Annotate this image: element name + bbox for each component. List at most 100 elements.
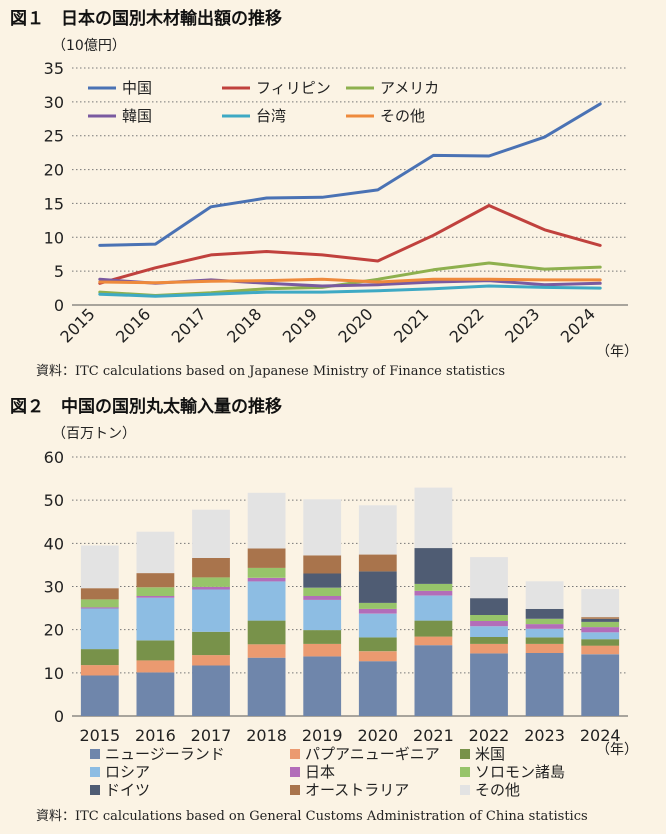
figure2-bar-segment-3 [192, 589, 230, 632]
figure2-y-tick-label: 0 [54, 707, 64, 726]
figure2-bar-segment-2 [525, 637, 564, 644]
figure2-bar-segment-4 [525, 624, 564, 629]
figure1-x-tick-label: 2024 [557, 304, 599, 346]
figure2-bar-segment-6 [470, 598, 508, 615]
figure2-bar-segment-5 [358, 602, 397, 609]
figure1-series [98, 102, 602, 298]
figure2-bar-segment-5 [192, 577, 230, 587]
figure2-bar-segment-0 [470, 653, 508, 716]
figure2-bar-segment-5 [136, 587, 175, 596]
figure2-legend-swatch [460, 749, 470, 759]
figure2-bar-segment-4 [414, 590, 453, 596]
figure1-legend-label: フィリピン [256, 79, 331, 97]
figure2-bar-segment-3 [358, 613, 397, 638]
figure1-legend-label: アメリカ [380, 79, 439, 97]
figure1-x-tick-label: 2022 [446, 304, 488, 346]
figure2-bar-segment-5 [581, 621, 620, 628]
figure2-bar-segment-7 [581, 617, 620, 619]
figure2-bar-segment-1 [525, 643, 564, 653]
figure2-x-ticks: 2015 2016 2017 2018 2019 2020 2021 2022 2023 2024 [79, 726, 620, 745]
figure2-bar-segment-8 [358, 505, 397, 555]
figure1-legend-label: 中国 [122, 79, 152, 97]
figure2-bar-segment-3 [136, 597, 175, 641]
figure1-x-unit: （年） [596, 344, 638, 360]
figure1-x-tick-label: 2020 [334, 304, 376, 346]
figure2-x-tick-label: 2015 [79, 726, 120, 745]
figure2-bar-segment-7 [358, 554, 397, 572]
figure2-bar-segment-7 [192, 558, 230, 578]
figure2-bar-segment-4 [247, 577, 286, 582]
figure2-bar-segment-6 [581, 618, 620, 622]
figure2-bar-segment-0 [303, 656, 342, 716]
figure1-legend-label: 韓国 [122, 107, 152, 125]
figure2-bar-segment-3 [80, 608, 119, 650]
figure2-bar-segment-4 [80, 607, 119, 609]
figure1-y-ticks: 0 5 10 15 20 25 30 35 [44, 59, 64, 315]
figure2-bar-segment-5 [525, 618, 564, 625]
figure2-bar-segment-1 [192, 655, 230, 666]
figure2-legend-swatch [290, 767, 300, 777]
figure2-legend-label: 米国 [475, 745, 505, 763]
figure2-legend-item: ソロモン諸島 [460, 763, 565, 781]
figure2-bar-segment-2 [192, 631, 230, 656]
figure2-x-tick-label: 2021 [413, 726, 454, 745]
figure2-bar-segment-2 [247, 620, 286, 645]
figure2-bar-segment-6 [414, 548, 453, 584]
figure1-y-tick-label: 15 [44, 194, 64, 213]
figure2-bar-segment-1 [136, 660, 175, 673]
figure2-bar-segment-3 [581, 632, 620, 640]
figure1-x-tick-label: 2016 [112, 304, 154, 346]
figure2-bar-segment-7 [247, 548, 286, 568]
figure2-bar-segment-2 [581, 639, 620, 646]
figure1-y-unit: （10億円） [52, 38, 126, 54]
figure2-bar-segment-2 [80, 649, 119, 666]
figure2-bar-segment-8 [80, 545, 119, 589]
figure2-bar-segment-0 [192, 665, 230, 716]
figure2-bar-segment-8 [192, 509, 230, 558]
figure2-bar-segment-4 [303, 596, 342, 600]
figure2-title: 図２ 中国の国別丸太輸入量の推移 [10, 396, 282, 417]
figure2-bar-segment-7 [303, 555, 342, 574]
figure1-x-tick-label: 2017 [168, 304, 210, 346]
figure1-source: 資料：ITC calculations based on Japanese Mi… [36, 364, 505, 379]
figure2-legend-label: 日本 [305, 763, 335, 781]
figure1-y-tick-label: 0 [54, 296, 64, 315]
figure2-bar-segment-3 [525, 628, 564, 638]
figure2-y-tick-label: 30 [44, 578, 64, 597]
figure1-legend-item: 中国 [88, 79, 152, 97]
figure2-y-tick-label: 20 [44, 621, 64, 640]
figure2-bar-segment-2 [358, 637, 397, 652]
figure2-legend-item: パプアニューギニア [290, 745, 440, 763]
figure2-bar-segment-8 [470, 557, 508, 599]
figure2-x-tick-label: 2017 [191, 726, 232, 745]
figure1-legend-item: フィリピン [222, 79, 331, 97]
figure2-bar-segment-0 [136, 672, 175, 716]
figure2-bar-segment-2 [136, 640, 175, 661]
figure2-bar-segment-8 [247, 492, 286, 549]
figure2-legend-swatch [460, 785, 470, 795]
figure2-bar-segment-3 [303, 599, 342, 631]
figure2-legend-swatch [290, 749, 300, 759]
figure2-bar-segment-0 [414, 645, 453, 716]
figure2-x-tick-label: 2016 [135, 726, 176, 745]
figure2-y-tick-label: 50 [44, 491, 64, 510]
figure2-bar-segment-5 [414, 583, 453, 591]
figure1-legend-item: その他 [346, 107, 425, 125]
figure2-bar-segment-4 [358, 608, 397, 614]
figure1-series-line-5 [98, 277, 602, 285]
figure1-series-line-0 [98, 102, 602, 247]
figure2-legend-item: その他 [460, 781, 520, 799]
figure1-legend-item: 台湾 [222, 107, 286, 125]
figure1-legend-item: アメリカ [346, 79, 439, 97]
figure2-legend-item: ニュージーランド [90, 745, 225, 763]
figure1-x-tick-label: 2019 [279, 304, 321, 346]
figure1-legend-item: 韓国 [88, 107, 152, 125]
figure2-bar-segment-3 [470, 626, 508, 637]
figure2-bar-segment-5 [470, 615, 508, 621]
figure2-bar-segment-5 [303, 587, 342, 596]
figure1: 図１ 日本の国別木材輸出額の推移 （10億円） 0 5 10 15 20 25 30 35 2… [10, 8, 638, 379]
figure2-bar-segment-3 [414, 595, 453, 621]
figure2-legend-item: オーストラリア [290, 781, 409, 799]
figure2-x-tick-label: 2019 [302, 726, 343, 745]
figure1-y-tick-label: 5 [54, 262, 64, 281]
